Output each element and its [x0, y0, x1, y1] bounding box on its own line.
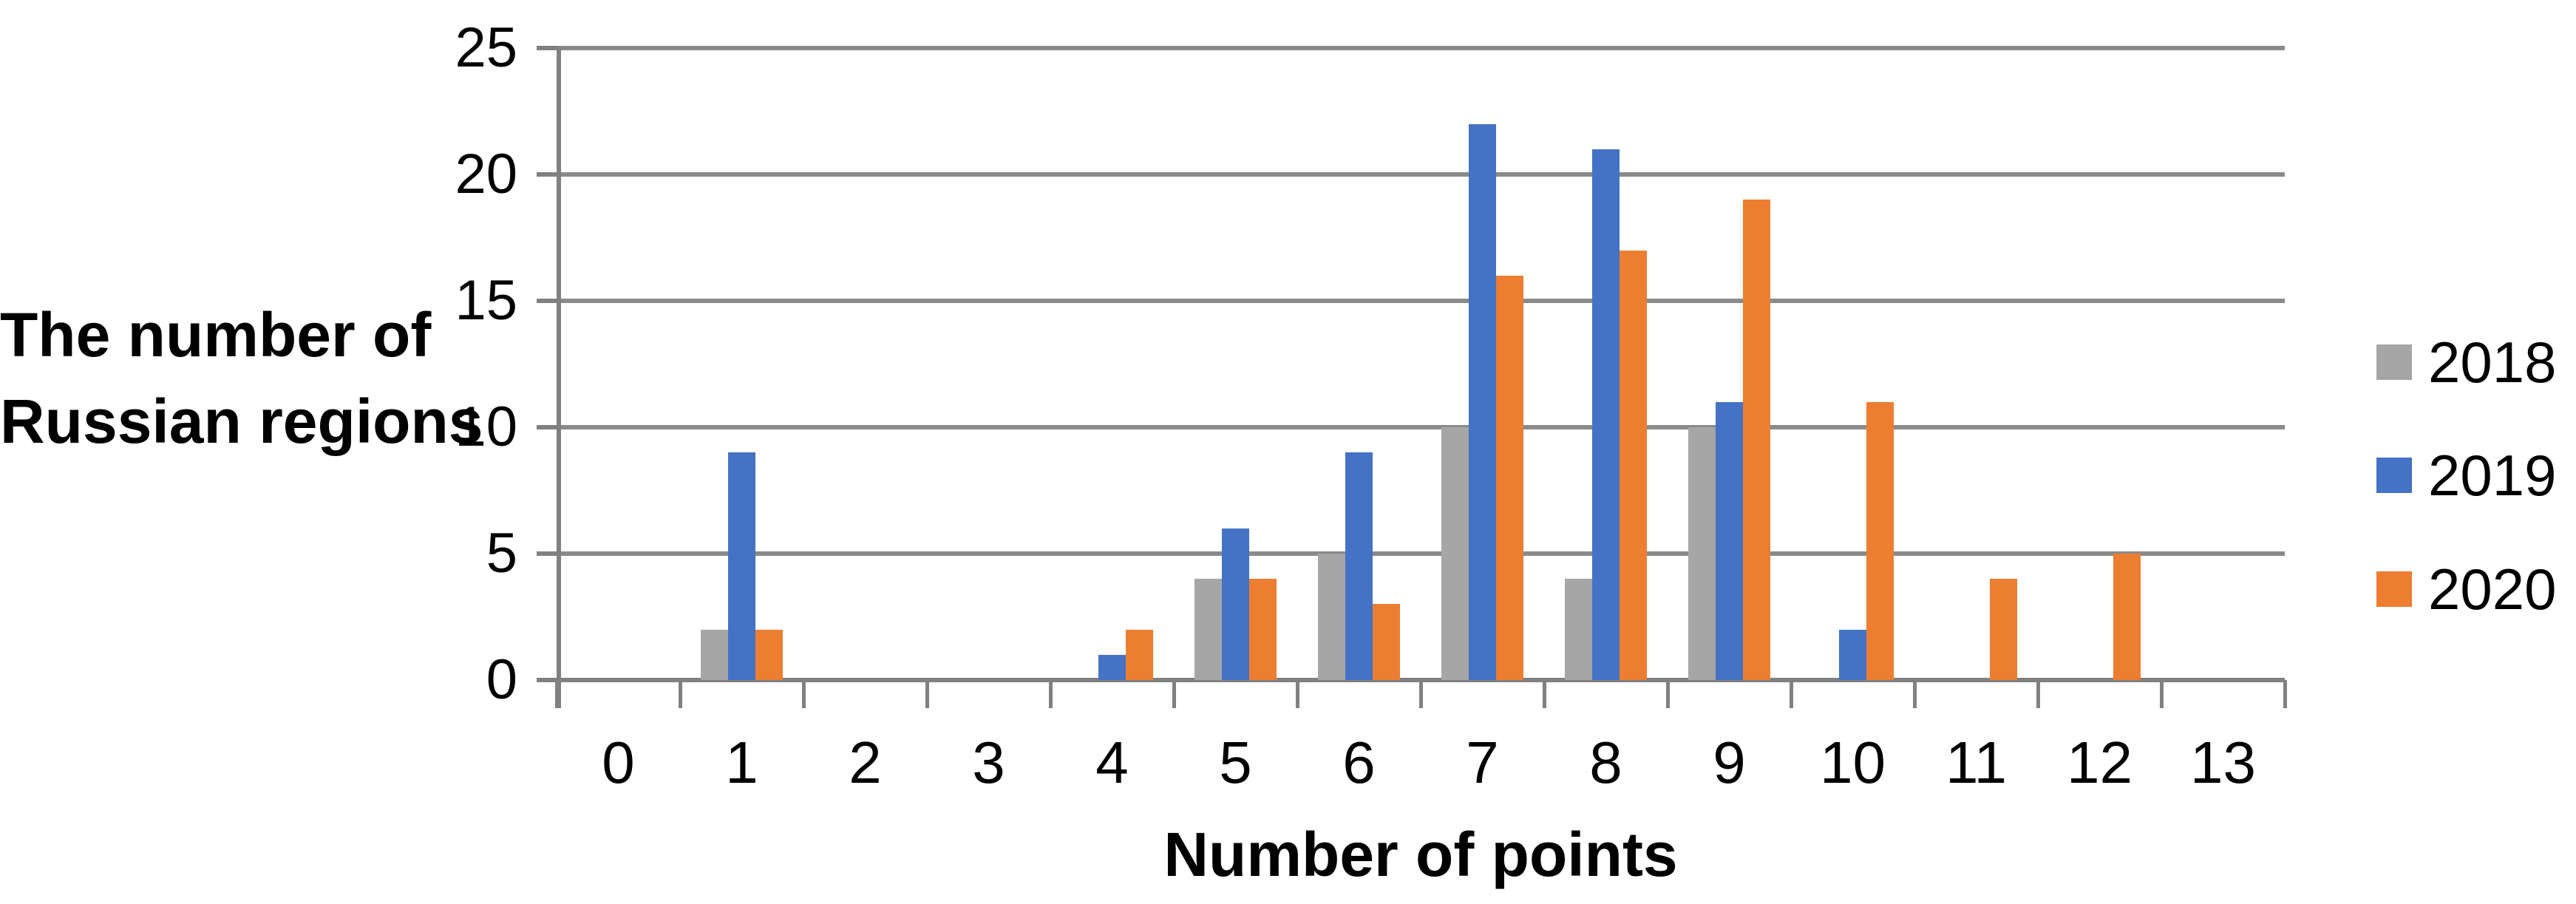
gridline-y-10 [557, 425, 2285, 429]
x-axis-tick-9 [1666, 680, 1670, 708]
x-axis-tick-label-12: 12 [2067, 730, 2132, 795]
legend-label-2020: 2020 [2428, 556, 2557, 622]
x-axis-tick-2 [802, 680, 806, 708]
bar-2019-x7 [1469, 123, 1496, 680]
legend-item-2020: 2020 [2376, 556, 2557, 622]
bar-2018-x9 [1688, 427, 1716, 680]
x-axis-tick-1 [679, 680, 682, 708]
y-axis-tick-5 [537, 551, 559, 556]
y-axis-title-line2: Russian regions [0, 387, 483, 456]
bar-2020-x12 [2113, 554, 2141, 680]
bar-2018-x7 [1441, 427, 1469, 680]
bar-2020-x4 [1126, 629, 1153, 680]
y-axis-tick-label-20: 20 [455, 143, 517, 205]
bar-2018-x6 [1318, 554, 1345, 680]
bar-2018-x8 [1565, 579, 1592, 680]
bar-2019-x6 [1345, 452, 1373, 680]
gridline-y-5 [557, 551, 2285, 556]
y-axis-tick-25 [537, 46, 559, 50]
y-axis-tick-0 [537, 678, 559, 682]
x-axis-tick-6 [1296, 680, 1299, 708]
x-axis-tick-12 [2036, 680, 2040, 708]
x-axis-tick-11 [1913, 680, 1917, 708]
x-axis-tick-label-4: 4 [1095, 730, 1129, 795]
x-axis-tick-label-3: 3 [972, 730, 1005, 795]
bar-2020-x10 [1866, 401, 1894, 680]
x-axis-tick-label-7: 7 [1466, 730, 1499, 795]
x-axis-tick-label-6: 6 [1342, 730, 1376, 795]
y-axis-tick-label-15: 15 [455, 269, 517, 332]
x-axis-tick-label-5: 5 [1219, 730, 1252, 795]
legend-swatch-2020 [2376, 571, 2412, 607]
bar-2018-x1 [701, 629, 728, 680]
x-axis-tick-5 [1172, 680, 1176, 708]
x-axis-tick-label-2: 2 [849, 730, 882, 795]
y-axis-title: The number of Russian regions [0, 292, 483, 465]
y-axis-tick-label-5: 5 [486, 522, 517, 585]
x-axis-tick-label-9: 9 [1713, 730, 1746, 795]
y-axis-line [557, 48, 561, 708]
x-axis-tick-0 [555, 680, 559, 708]
x-axis-tick-7 [1419, 680, 1423, 708]
bar-2019-x8 [1592, 149, 1620, 680]
x-axis-tick-label-11: 11 [1945, 730, 2008, 795]
x-axis-tick-label-8: 8 [1589, 730, 1622, 795]
chart-legend: 2018 2019 2020 [2376, 0, 2576, 904]
legend-item-2019: 2019 [2376, 442, 2557, 508]
legend-label-2018: 2018 [2428, 329, 2557, 395]
x-axis-tick-label-1: 1 [725, 730, 758, 795]
bar-2020-x9 [1743, 200, 1770, 680]
bar-2020-x8 [1620, 250, 1647, 680]
x-axis-tick-10 [1790, 680, 1793, 708]
bar-2019-x1 [728, 452, 755, 680]
y-axis-tick-20 [537, 172, 559, 177]
bar-2020-x6 [1373, 604, 1400, 680]
y-axis-tick-label-10: 10 [455, 395, 517, 458]
x-axis-tick-label-0: 0 [602, 730, 635, 795]
y-axis-tick-15 [537, 299, 559, 303]
legend-swatch-2018 [2376, 344, 2412, 380]
x-axis-tick-13 [2160, 680, 2164, 708]
bar-2020-x11 [1990, 579, 2017, 680]
gridline-y-25 [557, 46, 2285, 50]
bar-2020-x5 [1249, 579, 1277, 680]
x-axis-title: Number of points [1163, 820, 1678, 889]
bar-2018-x5 [1194, 579, 1222, 680]
bar-2019-x4 [1098, 654, 1126, 680]
bar-2019-x9 [1716, 401, 1743, 680]
gridline-y-15 [557, 299, 2285, 303]
x-axis-tick-label-10: 10 [1820, 730, 1886, 795]
bar-2020-x1 [755, 629, 783, 680]
x-axis-tick-label-13: 13 [2190, 730, 2256, 795]
y-axis-tick-10 [537, 425, 559, 429]
bar-2019-x10 [1839, 629, 1866, 680]
y-axis-tick-label-25: 25 [455, 16, 517, 79]
x-axis-tick-4 [1049, 680, 1053, 708]
legend-label-2019: 2019 [2428, 442, 2557, 508]
bar-2020-x7 [1496, 275, 1523, 680]
x-axis-tick-8 [1543, 680, 1546, 708]
gridline-y-20 [557, 172, 2285, 177]
x-axis-tick-3 [925, 680, 929, 708]
x-axis-tick-14 [2283, 680, 2287, 708]
legend-item-2018: 2018 [2376, 329, 2557, 395]
bar-2019-x5 [1222, 528, 1249, 680]
legend-swatch-2019 [2376, 458, 2412, 493]
y-axis-title-line1: The number of [0, 300, 432, 370]
y-axis-tick-label-0: 0 [486, 648, 517, 711]
